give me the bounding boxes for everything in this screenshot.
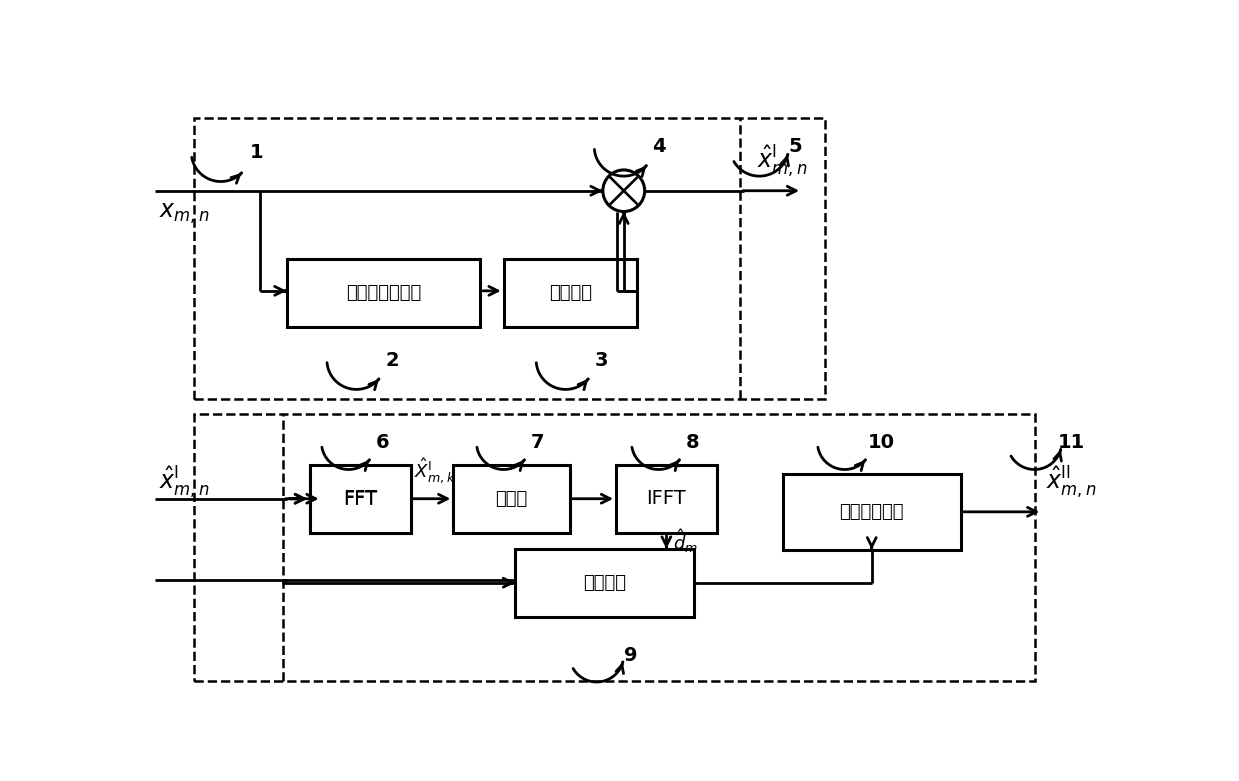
Bar [515,549,694,616]
Text: 相位分区矫正: 相位分区矫正 [840,503,904,521]
Text: IFFT: IFFT [647,489,686,508]
Text: 11: 11 [1058,433,1085,452]
Text: 导频共轭: 导频共轭 [549,284,592,302]
Text: 6: 6 [375,433,389,452]
Bar [310,465,410,533]
Text: 10: 10 [867,433,895,452]
Text: 5: 5 [788,137,802,156]
Text: FFT: FFT [343,490,378,509]
Bar [193,118,825,398]
Text: $x_{m,n}$: $x_{m,n}$ [159,201,209,226]
Text: 7: 7 [530,433,544,452]
Bar [193,414,1035,681]
Bar [310,465,410,533]
Text: 8: 8 [685,433,699,452]
Text: $\hat{x}^{\mathrm{I}}_{m,n}$: $\hat{x}^{\mathrm{I}}_{m,n}$ [757,144,808,180]
Text: FFT: FFT [343,489,378,508]
Bar [453,465,570,533]
Text: 时域分区: 时域分区 [582,574,626,592]
Bar [286,259,481,327]
Text: 预判决: 预判决 [496,490,528,508]
Bar [503,259,637,327]
Text: 3: 3 [595,351,608,369]
Text: 4: 4 [653,137,667,156]
Text: 9: 9 [623,646,637,665]
Text: $\hat{d}_m$: $\hat{d}_m$ [673,527,698,555]
Text: $\hat{x}^{\mathrm{II}}_{m,n}$: $\hat{x}^{\mathrm{II}}_{m,n}$ [1046,465,1097,501]
Text: 1: 1 [249,143,263,162]
Bar [616,465,716,533]
Text: $\hat{X}^{\mathrm{I}}_{m,k}$: $\hat{X}^{\mathrm{I}}_{m,k}$ [415,457,456,487]
Text: 2: 2 [385,351,399,369]
Text: $\hat{x}^{\mathrm{I}}_{m,n}$: $\hat{x}^{\mathrm{I}}_{m,n}$ [159,465,209,501]
Bar [783,474,961,550]
Text: 数字低通滤波器: 数字低通滤波器 [346,284,421,302]
